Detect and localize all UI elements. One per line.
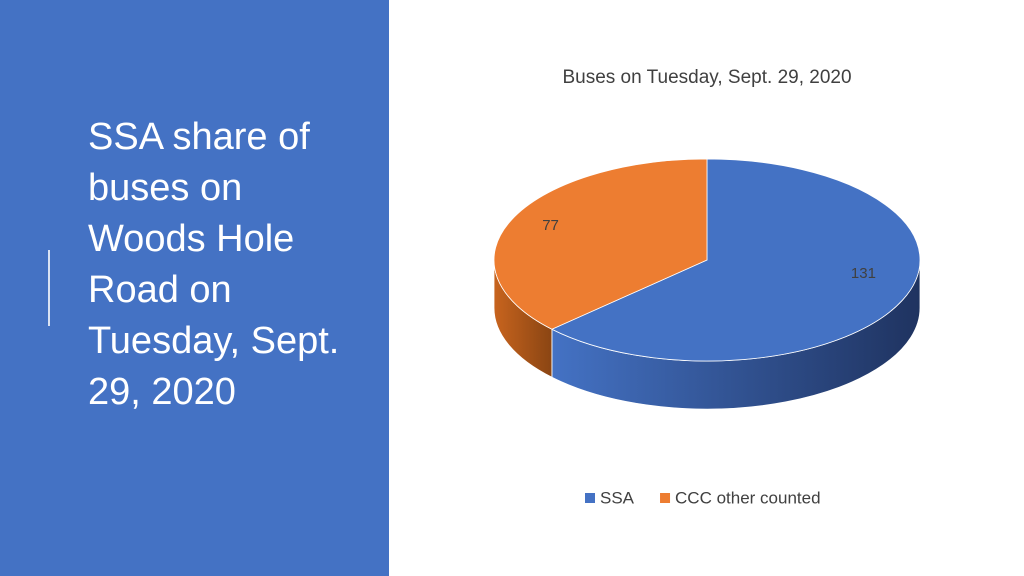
accent-line (48, 250, 50, 326)
side-panel: SSA share of buses on Woods Hole Road on Tue… (0, 0, 389, 576)
legend-swatch (660, 493, 671, 503)
title-line: Tuesday, Sept. (88, 320, 340, 362)
title-line: Road on (88, 269, 232, 311)
data-label: 131 (851, 265, 876, 282)
legend-label: CCC other counted (675, 488, 821, 507)
title-line: SSA share of (88, 116, 310, 158)
chart-title: Buses on Tuesday, Sept. 29, 2020 (562, 67, 851, 88)
data-label: 77 (542, 217, 559, 234)
chart: Buses on Tuesday, Sept. 29, 2020 131 77 SS… (493, 67, 921, 507)
pie-slice (550, 158, 921, 362)
title-line: Woods Hole (88, 218, 295, 260)
slide-title: SSA share of buses on Woods Hole Road on Tue… (88, 112, 339, 418)
legend-swatch (585, 493, 595, 503)
legend-label: SSA (600, 488, 635, 507)
pie-slice (493, 158, 708, 330)
title-line: 29, 2020 (88, 371, 236, 413)
title-line: buses on (88, 167, 243, 209)
